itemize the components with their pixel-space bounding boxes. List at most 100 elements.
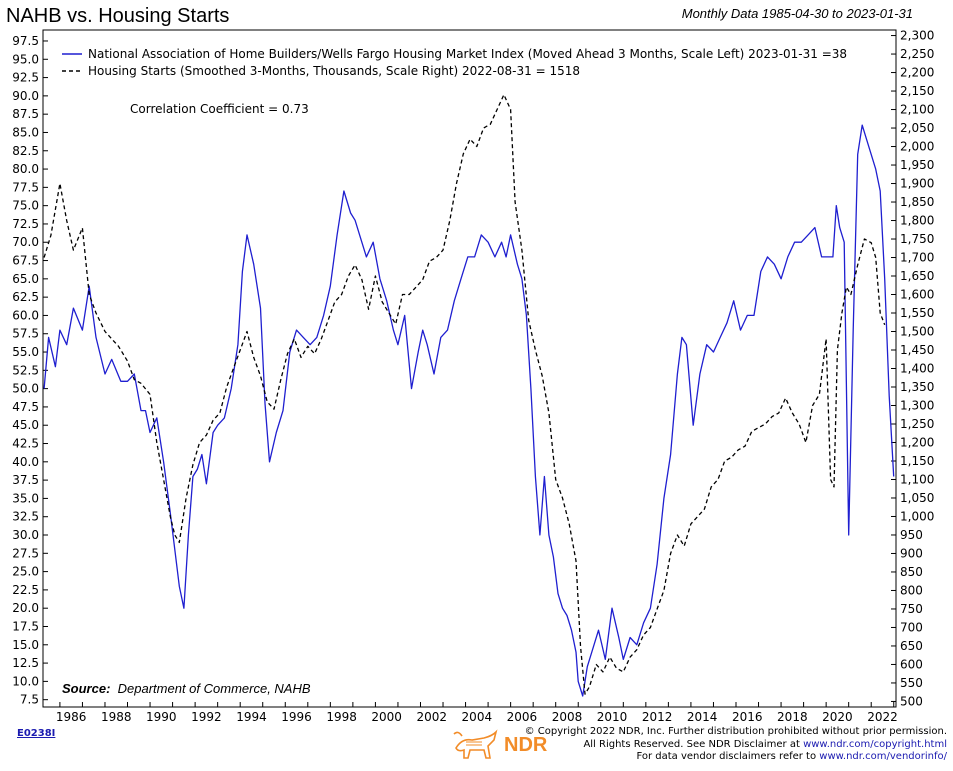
- left-tick-label: 12.5: [12, 656, 39, 670]
- right-tick-label: 1,750: [900, 232, 934, 246]
- x-tick-label: 1994: [236, 710, 267, 724]
- right-tick-label: 950: [900, 528, 923, 542]
- x-tick-label: 1996: [281, 710, 312, 724]
- x-tick-label: 2018: [777, 710, 808, 724]
- right-axis: 2,300 2,250 2,200 2,150 2,100 2,050 2,000 1,950…: [891, 29, 934, 708]
- left-tick-label: 77.5: [12, 180, 39, 194]
- left-tick-label: 40.0: [12, 455, 39, 469]
- x-axis: 1986 1988 1990 1992 1994 1996 1998 2000 2002 2004…: [56, 702, 898, 724]
- x-tick-label: 2004: [462, 710, 493, 724]
- x-tick-label: 1988: [101, 710, 132, 724]
- right-tick-label: 2,250: [900, 47, 934, 61]
- series-nahb-line: [43, 124, 895, 697]
- chart-title: NAHB vs. Housing Starts: [6, 5, 230, 27]
- x-tick-label: 2012: [642, 710, 673, 724]
- x-tick-label: 2014: [687, 710, 718, 724]
- right-tick-label: 500: [900, 694, 923, 708]
- right-tick-label: 550: [900, 676, 923, 690]
- left-tick-label: 25.0: [12, 565, 39, 579]
- left-tick-label: 92.5: [12, 71, 39, 85]
- left-tick-label: 10.0: [12, 674, 39, 688]
- source-text: Department of Commerce, NAHB: [117, 681, 311, 696]
- source-label: Source:: [62, 681, 111, 696]
- right-tick-label: 1,650: [900, 269, 934, 283]
- left-axis: 97.5 95.0 92.5 90.0 87.5 85.0 82.5 80.0 77.5 75.0…: [12, 34, 48, 707]
- right-tick-label: 650: [900, 639, 923, 653]
- right-tick-label: 600: [900, 657, 923, 671]
- vendorinfo-link[interactable]: www.ndr.com/vendorinfo/: [819, 751, 947, 762]
- left-tick-label: 87.5: [12, 107, 39, 121]
- chart-code-link[interactable]: E0238I: [17, 728, 56, 739]
- left-tick-label: 20.0: [12, 601, 39, 615]
- left-tick-label: 47.5: [12, 400, 39, 414]
- right-tick-label: 750: [900, 602, 923, 616]
- x-tick-label: 1986: [56, 710, 87, 724]
- right-tick-label: 900: [900, 546, 923, 560]
- left-tick-label: 67.5: [12, 254, 39, 268]
- left-tick-label: 97.5: [12, 34, 39, 48]
- left-tick-label: 60.0: [12, 308, 39, 322]
- right-tick-label: 1,850: [900, 195, 934, 209]
- left-tick-label: 55.0: [12, 345, 39, 359]
- left-tick-label: 45.0: [12, 418, 39, 432]
- right-tick-label: 1,900: [900, 177, 934, 191]
- left-tick-label: 7.5: [20, 693, 39, 707]
- copyright-line-3: For data vendor disclaimers refer to www…: [525, 751, 947, 764]
- copyright-line-2-text: All Rights Reserved. See NDR Disclaimer …: [583, 738, 800, 750]
- right-tick-label: 1,100: [900, 472, 934, 486]
- left-tick-label: 27.5: [12, 546, 39, 560]
- right-tick-label: 2,150: [900, 84, 934, 98]
- left-tick-label: 42.5: [12, 437, 39, 451]
- plot-frame: [42, 29, 897, 708]
- source-note: Source: Department of Commerce, NAHB: [62, 681, 311, 696]
- left-tick-label: 70.0: [12, 235, 39, 249]
- right-tick-label: 2,200: [900, 66, 934, 80]
- left-tick-label: 35.0: [12, 491, 39, 505]
- right-tick-label: 1,350: [900, 380, 934, 394]
- left-tick-label: 22.5: [12, 583, 39, 597]
- right-tick-label: 2,100: [900, 103, 934, 117]
- right-tick-label: 700: [900, 620, 923, 634]
- right-tick-label: 1,950: [900, 158, 934, 172]
- bull-icon: [453, 729, 498, 759]
- left-tick-label: 17.5: [12, 619, 39, 633]
- right-tick-label: 850: [900, 565, 923, 579]
- right-tick-label: 1,700: [900, 251, 934, 265]
- copyright-line-2: All Rights Reserved. See NDR Disclaimer …: [525, 739, 947, 752]
- left-tick-label: 95.0: [12, 52, 39, 66]
- left-tick-label: 52.5: [12, 363, 39, 377]
- ndr-logo-text: NDR: [504, 733, 548, 756]
- right-tick-label: 2,050: [900, 121, 934, 135]
- x-tick-label: 2000: [371, 710, 402, 724]
- right-tick-label: 1,150: [900, 454, 934, 468]
- left-tick-label: 65.0: [12, 272, 39, 286]
- series-housing-starts-line: [43, 94, 886, 695]
- x-tick-label: 2010: [597, 710, 628, 724]
- right-tick-label: 1,450: [900, 343, 934, 357]
- x-tick-label: 2022: [867, 710, 898, 724]
- copyright-link[interactable]: www.ndr.com/copyright.html: [803, 738, 947, 750]
- right-tick-label: 1,550: [900, 306, 934, 320]
- copyright-line-3-text: For data vendor disclaimers refer to: [636, 751, 817, 762]
- left-tick-label: 90.0: [12, 89, 39, 103]
- ndr-logo: NDR: [452, 728, 547, 762]
- left-tick-label: 75.0: [12, 199, 39, 213]
- left-tick-label: 15.0: [12, 638, 39, 652]
- right-tick-label: 800: [900, 583, 923, 597]
- right-tick-label: 1,250: [900, 417, 934, 431]
- copyright-line-1: © Copyright 2022 NDR, Inc. Further distr…: [524, 726, 947, 737]
- x-tick-label: 2002: [416, 710, 447, 724]
- right-tick-label: 1,050: [900, 491, 934, 505]
- right-tick-label: 1,800: [900, 214, 934, 228]
- right-tick-label: 1,000: [900, 509, 934, 523]
- left-tick-label: 30.0: [12, 528, 39, 542]
- left-tick-label: 72.5: [12, 217, 39, 231]
- left-tick-label: 37.5: [12, 473, 39, 487]
- copyright-block: © Copyright 2022 NDR, Inc. Further distr…: [525, 726, 947, 764]
- x-tick-label: 2020: [822, 710, 853, 724]
- correlation-annotation: Correlation Coefficient = 0.73: [130, 102, 309, 116]
- right-tick-label: 2,000: [900, 140, 934, 154]
- legend-label-nahb: National Association of Home Builders/We…: [88, 47, 847, 61]
- x-tick-label: 2008: [552, 710, 583, 724]
